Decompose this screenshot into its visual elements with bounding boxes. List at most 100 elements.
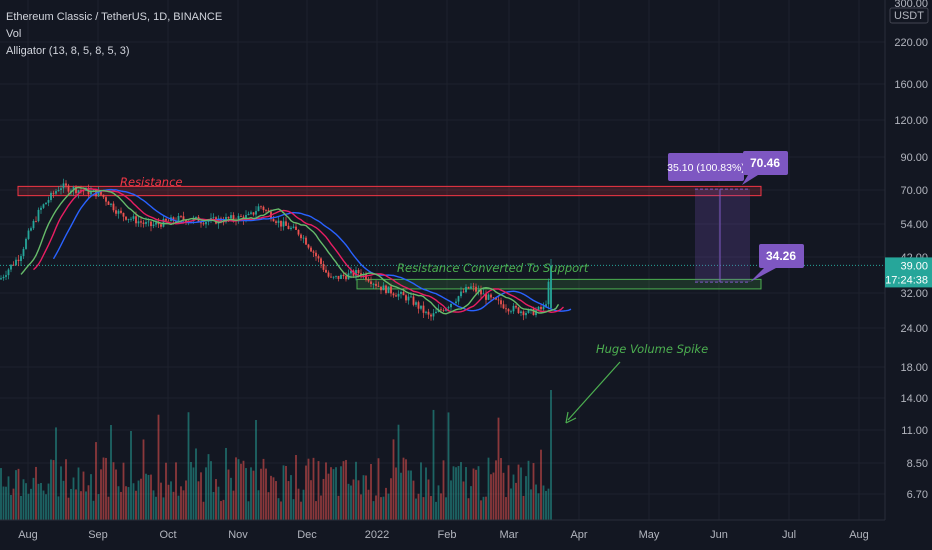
volume-bar — [40, 483, 42, 520]
volume-bar — [280, 501, 282, 520]
candle-body — [455, 301, 457, 304]
candle-body — [80, 190, 82, 191]
volume-bar — [535, 484, 537, 520]
price-tick-label: 160.00 — [894, 79, 928, 91]
candle-body — [545, 304, 547, 307]
candle-body — [300, 234, 302, 239]
candle-body — [55, 191, 57, 194]
candle-body — [82, 190, 85, 192]
volume-bar — [112, 462, 115, 520]
candle-body — [355, 270, 357, 276]
candle-body — [290, 227, 292, 230]
candle-body — [227, 217, 230, 219]
candle-body — [65, 183, 67, 186]
measure-label-bg — [668, 153, 744, 181]
volume-bar — [530, 489, 532, 520]
candle-body — [432, 313, 435, 317]
time-tick-label: Jun — [710, 529, 728, 541]
candle-body — [177, 215, 180, 222]
volume-bar — [100, 469, 102, 520]
candle-body — [105, 197, 107, 202]
candle-body — [195, 216, 197, 218]
volume-bar — [475, 469, 477, 520]
candle-body — [97, 190, 100, 197]
volume-bar — [192, 467, 195, 520]
candle-body — [275, 221, 277, 223]
candle-body — [202, 223, 205, 225]
candle-body — [377, 285, 380, 287]
candle-body — [285, 221, 287, 226]
candle-body — [35, 221, 37, 222]
countdown-value: 17:24:38 — [885, 274, 928, 286]
candle-body — [400, 291, 402, 294]
target-low-value: 34.26 — [766, 249, 796, 263]
candle-body — [535, 310, 537, 316]
alligator-indicator-label[interactable]: Alligator (13, 8, 5, 8, 5, 3) — [6, 45, 130, 57]
volume-bar — [75, 489, 77, 520]
candle-body — [467, 286, 470, 289]
candle-body — [72, 186, 75, 191]
volume-bar — [482, 496, 485, 520]
time-axis[interactable]: Aug Sep Oct Nov Dec 2022 Feb Mar Apr May Jun Jul Aug — [0, 519, 885, 550]
volume-bar — [10, 494, 12, 520]
volume-bar — [210, 461, 212, 520]
volume-bar — [467, 498, 470, 520]
volume-bar — [197, 481, 200, 520]
volume-bar — [242, 460, 245, 520]
volume-bar — [95, 442, 97, 520]
candle-body — [212, 217, 215, 219]
candle-body — [435, 311, 437, 314]
volume-bar — [102, 457, 105, 520]
vol-indicator-label[interactable]: Vol — [6, 28, 22, 40]
volume-bar — [300, 501, 302, 520]
candle-body — [370, 281, 372, 284]
candle-body — [422, 305, 425, 313]
volume-bar — [402, 457, 405, 520]
candle-body — [267, 210, 270, 212]
candle-body — [112, 203, 115, 211]
volume-bar — [125, 486, 127, 520]
volume-bar — [440, 493, 442, 520]
alligator-lines — [20, 186, 572, 315]
volume-bar — [487, 457, 490, 520]
time-tick-label: Aug — [18, 529, 38, 541]
volume-bar — [485, 496, 487, 520]
volume-bar — [395, 467, 397, 520]
volume-bar — [447, 412, 450, 520]
candle-body — [32, 221, 35, 229]
alligator-lips-line — [20, 186, 560, 315]
time-tick-label: Feb — [438, 529, 457, 541]
time-axis-bg — [0, 520, 885, 550]
candle-body — [505, 308, 507, 310]
candle-body — [232, 215, 235, 220]
volume-bar — [287, 481, 290, 520]
symbol-title[interactable]: Ethereum Classic / TetherUS, 1D, BINANCE — [6, 11, 223, 23]
volume-bar — [292, 499, 295, 520]
candle-body — [287, 225, 290, 230]
volume-bar — [510, 488, 512, 520]
volume-bar — [170, 481, 172, 520]
price-tick-label: 8.50 — [907, 458, 928, 470]
volume-bar — [345, 459, 347, 520]
volume-bar — [222, 499, 225, 520]
candle-body — [157, 222, 160, 225]
candle-body — [282, 221, 285, 227]
volume-bar — [322, 478, 325, 520]
target-high-value: 70.46 — [750, 156, 780, 170]
volume-bar — [215, 479, 217, 520]
candle-body — [147, 221, 150, 223]
volume-bar — [357, 480, 360, 520]
volume-bar — [35, 466, 37, 520]
candle-body — [10, 264, 12, 270]
volume-bar — [537, 493, 540, 520]
volume-bar — [290, 475, 292, 520]
volume-bar — [450, 480, 452, 520]
price-tick-top: 300.00 — [894, 0, 928, 10]
volume-bar — [367, 489, 370, 520]
target-high-pointer — [742, 175, 758, 185]
volume-bar — [47, 483, 50, 520]
price-tick-label: 70.00 — [900, 185, 928, 197]
volume-spike-label: Huge Volume Spike — [596, 342, 708, 356]
